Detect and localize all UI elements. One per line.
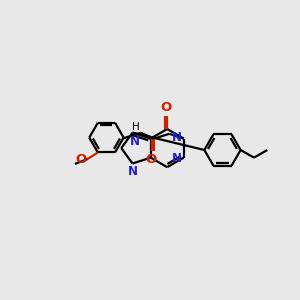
Text: O: O: [160, 101, 172, 114]
Text: N: N: [172, 152, 182, 165]
Text: N: N: [172, 131, 182, 144]
Text: O: O: [75, 153, 86, 166]
Text: N: N: [128, 165, 137, 178]
Text: N: N: [130, 135, 140, 148]
Text: H: H: [132, 122, 140, 132]
Text: O: O: [146, 153, 157, 166]
